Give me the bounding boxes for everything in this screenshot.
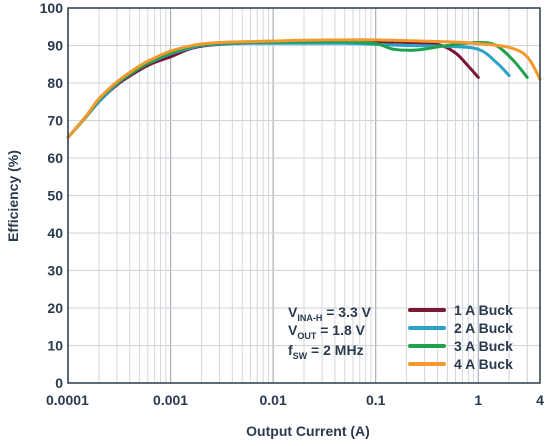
series-line-4-a-buck: [66, 38, 542, 139]
x-tick-label: 1: [474, 392, 482, 408]
y-tick-label: 60: [47, 150, 63, 166]
legend-label: 2 A Buck: [454, 320, 513, 336]
plot-frame: [67, 7, 541, 384]
x-axis-title: Output Current (A): [246, 423, 370, 439]
x-tick-label: 0.01: [260, 392, 287, 408]
series-line-2-a-buck: [66, 41, 511, 139]
y-axis-title: Efficiency (%): [5, 150, 21, 242]
grid: [67, 7, 541, 384]
y-tick-label: 100: [40, 0, 64, 16]
series-lines: [66, 38, 542, 139]
legend-label: 4 A Buck: [454, 356, 513, 372]
conditions-annotation: VINA-H = 3.3 V VOUT = 1.8 V fSW = 2 MHz: [288, 304, 372, 361]
y-tick-label: 0: [55, 375, 63, 391]
y-tick-label: 80: [47, 75, 63, 91]
y-tick-label: 30: [47, 263, 63, 279]
vin-note: VINA-H = 3.3 V: [288, 304, 372, 323]
y-tick-labels: 0 10 20 30 40 50 60 70 80 90 100: [40, 0, 64, 391]
y-tick-label: 10: [47, 338, 63, 354]
x-tick-label: 0.001: [153, 392, 188, 408]
y-tick-label: 40: [47, 225, 63, 241]
x-tick-label: 4: [536, 392, 544, 408]
x-tick-label: 0.0001: [46, 392, 89, 408]
y-tick-label: 20: [47, 300, 63, 316]
vout-note: VOUT = 1.8 V: [288, 322, 366, 341]
legend-label: 3 A Buck: [454, 338, 513, 354]
legend: 1 A Buck 2 A Buck 3 A Buck 4 A Buck: [408, 302, 513, 372]
x-tick-labels: 0.0001 0.001 0.01 0.1 1 4: [46, 392, 544, 408]
y-tick-label: 70: [47, 113, 63, 129]
x-tick-label: 0.1: [366, 392, 386, 408]
y-tick-label: 50: [47, 188, 63, 204]
legend-label: 1 A Buck: [454, 302, 513, 318]
fsw-note: fSW = 2 MHz: [288, 342, 364, 361]
y-tick-label: 90: [47, 38, 63, 54]
